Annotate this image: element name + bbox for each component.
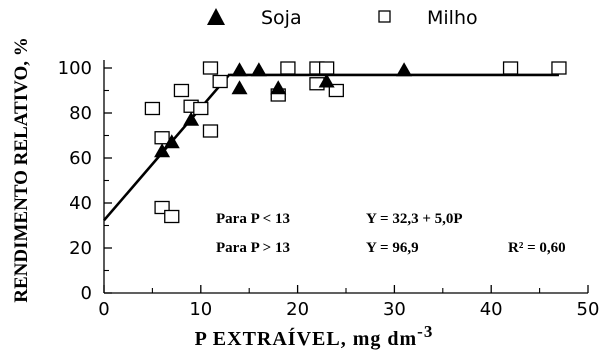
x-axis-label-main: P EXTRAÍVEL, mg dm [195, 327, 417, 350]
x-tick-label-40: 40 [480, 299, 503, 320]
legend-milho-label: Milho [427, 7, 478, 29]
legend-soja-label: Soja [261, 7, 302, 29]
y-tick-label-40: 40 [69, 193, 92, 214]
x-axis-label-sup: -3 [417, 322, 433, 341]
soja-point [163, 134, 180, 149]
annotation-r2: R² = 0,60 [508, 240, 566, 256]
soja-point [396, 62, 413, 77]
x-tick-label-50: 50 [577, 299, 600, 320]
milho-point [202, 61, 219, 75]
annotation-condition-2: Para P > 13 [216, 240, 290, 256]
soja-point [231, 80, 248, 95]
equation-annotations: Para P < 13 Y = 32,3 + 5,0P Para P > 13 … [216, 211, 566, 256]
x-tick-label-30: 30 [383, 299, 406, 320]
y-tick-label-80: 80 [69, 103, 92, 124]
annotation-equation-2: Y = 96,9 [366, 240, 419, 256]
milho-point [154, 131, 170, 145]
x-tick-label-20: 20 [286, 299, 309, 320]
y-tick-label-100: 100 [58, 58, 92, 79]
milho-point [280, 61, 296, 75]
milho-point [144, 101, 161, 116]
x-tick-label-10: 10 [189, 299, 212, 320]
milho-point [193, 101, 209, 116]
y-tick-label-60: 60 [69, 148, 92, 169]
y-tick-label-0: 0 [81, 283, 92, 304]
soja-point [318, 73, 335, 88]
milho-point [173, 83, 190, 98]
milho-point [502, 61, 519, 75]
x-tick-label-0: 0 [98, 299, 109, 320]
legend-milho-marker [378, 10, 391, 23]
soja-point [231, 62, 248, 77]
soja-point [183, 111, 200, 126]
soja-point [270, 80, 287, 95]
milho-point [318, 61, 335, 75]
milho-point [164, 209, 180, 224]
legend-soja-marker [207, 8, 225, 25]
milho-point [551, 61, 567, 75]
annotation-condition-1: Para P < 13 [216, 211, 290, 227]
x-axis-label: P EXTRAÍVEL, mg dm-3 [195, 322, 434, 350]
y-axis-label: RENDIMENTO RELATIVO, % [11, 37, 32, 302]
annotation-equation-1: Y = 32,3 + 5,0P [366, 211, 463, 227]
plot-area: 0 20 40 60 80 100 0 10 20 30 40 50 [58, 58, 600, 320]
y-tick-label-20: 20 [69, 238, 92, 259]
milho-point [212, 74, 228, 89]
legend: Soja Milho [207, 7, 478, 29]
milho-point [202, 124, 219, 138]
soja-point [250, 62, 267, 77]
soja-point [154, 143, 171, 158]
